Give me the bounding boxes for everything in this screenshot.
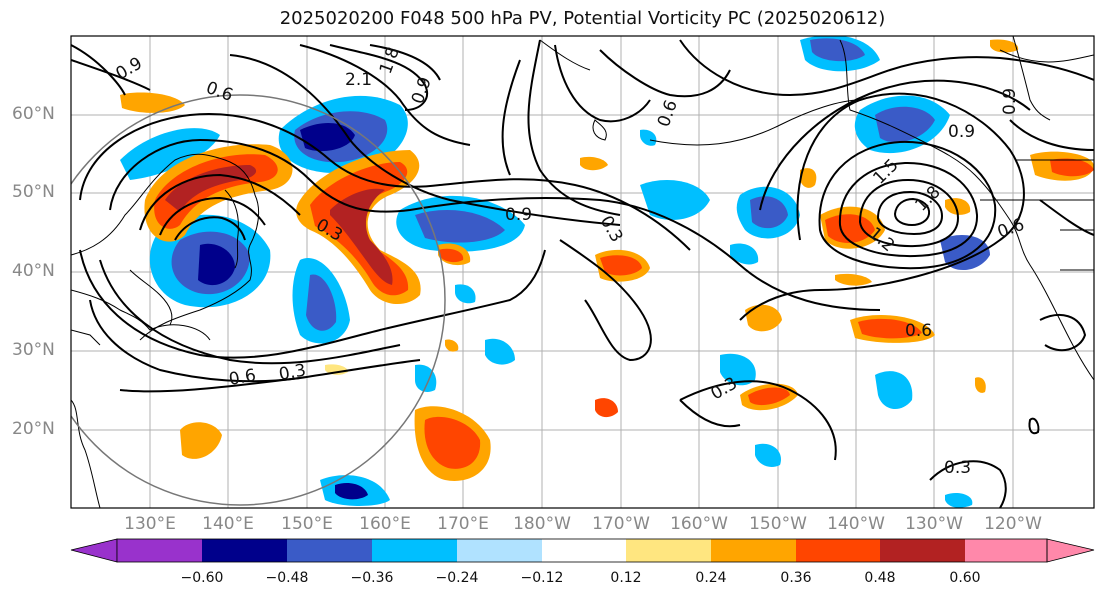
colorbar-segment — [626, 539, 711, 562]
colorbar-tick-label: −0.60 — [180, 570, 224, 586]
contour-label: 0.3 — [944, 458, 971, 478]
colorbar-segment — [965, 539, 1047, 562]
colorbar-segment — [117, 539, 202, 562]
lon-label: 170°W — [592, 514, 650, 534]
lat-label-40n: 40°N — [12, 261, 55, 281]
colorbar-tick-label: 0.60 — [949, 570, 981, 586]
colorbar-tick-label: 0.36 — [780, 570, 812, 586]
contour-label: 0.9 — [1000, 88, 1020, 115]
colorbar-min-arrow — [70, 538, 118, 563]
lon-label: 130°W — [905, 514, 963, 534]
contour-label: 0.9 — [948, 122, 975, 142]
colorbar-tick-label: 0.24 — [695, 570, 727, 586]
lat-label-60n: 60°N — [12, 104, 55, 124]
lon-label: 130°E — [124, 514, 176, 534]
contour-label: 2.1 — [345, 70, 372, 90]
colorbar-segment — [880, 539, 965, 562]
lat-label-30n: 30°N — [12, 340, 55, 360]
lon-label: 160°W — [670, 514, 728, 534]
range-circle — [71, 94, 446, 506]
colorbar-segment — [542, 539, 626, 562]
colorbar-segment — [796, 539, 880, 562]
lat-label-20n: 20°N — [12, 419, 55, 439]
colorbar-segment — [202, 539, 287, 562]
pv-contours — [71, 39, 1094, 508]
colorbar-max-arrow — [1046, 538, 1095, 563]
colorbar — [70, 538, 1095, 563]
colorbar-segment — [287, 539, 372, 562]
lon-label: 140°E — [202, 514, 254, 534]
lon-label: 180°W — [513, 514, 571, 534]
lon-label: 140°W — [827, 514, 885, 534]
colorbar-tick-label: −0.24 — [435, 570, 479, 586]
contour-label: 0.3 — [277, 361, 307, 385]
contour-label: 0.6 — [227, 366, 257, 390]
contour-label: 0.6 — [905, 321, 932, 341]
colorbar-segment — [457, 539, 542, 562]
lon-label: 170°E — [437, 514, 489, 534]
lon-label: 150°W — [749, 514, 807, 534]
colorbar-tick-label: −0.36 — [350, 570, 394, 586]
colorbar-segment — [711, 539, 796, 562]
lat-label-50n: 50°N — [12, 182, 55, 202]
colorbar-tick-label: −0.12 — [520, 570, 564, 586]
colorbar-tick-label: 0.12 — [610, 570, 642, 586]
colorbar-segment — [372, 539, 457, 562]
coastlines — [71, 36, 1094, 508]
colorbar-tick-label: −0.48 — [265, 570, 309, 586]
contour-label: 0.9 — [505, 205, 532, 225]
map-title: 2025020200 F048 500 hPa PV, Potential Vo… — [279, 8, 886, 29]
lon-label: 160°E — [359, 514, 411, 534]
lon-label: 120°W — [984, 514, 1042, 534]
colorbar-tick-label: 0.48 — [864, 570, 896, 586]
lon-label: 150°E — [281, 514, 333, 534]
